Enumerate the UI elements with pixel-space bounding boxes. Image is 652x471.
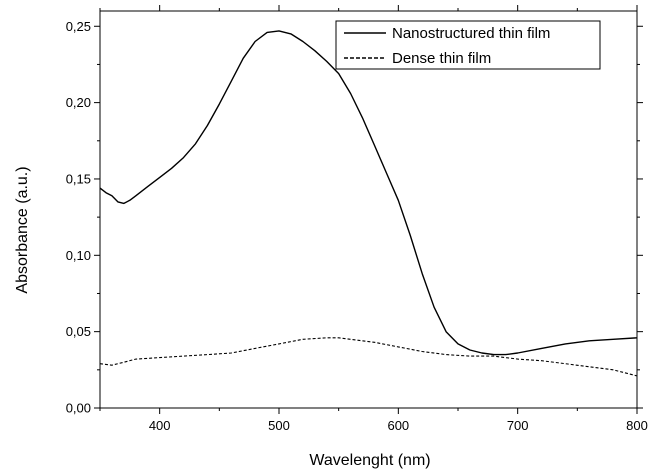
y-axis-title: Absorbance (a.u.) [14,166,31,293]
y-tick-label: 0,05 [66,324,91,339]
x-axis-ticks: 400 500 600 700 800 [99,5,648,433]
plot-area-border [99,10,638,409]
x-tick-label: 600 [387,418,409,433]
y-tick-label: 0,20 [66,95,91,110]
y-tick-label: 0,10 [66,248,91,263]
legend-box [335,20,601,70]
series-line-dense [99,337,638,377]
series-layer [99,30,638,377]
legend-label-nanostructured: Nanostructured thin film [392,25,550,42]
series-line-nanostructured [99,30,638,356]
x-axis-title: Wavelenght (nm) [309,452,430,469]
x-tick-label: 800 [626,418,648,433]
y-axis-ticks: 0,00 0,05 0,10 0,15 0,20 0,25 [66,19,643,416]
y-tick-label: 0,15 [66,171,91,186]
x-tick-label: 700 [507,418,529,433]
legend: Nanostructured thin film Dense thin film [335,20,601,70]
x-tick-label: 400 [149,418,171,433]
legend-label-dense: Dense thin film [392,50,491,67]
y-tick-label: 0,25 [66,19,91,34]
plot-frame [99,10,638,409]
x-tick-label: 500 [268,418,290,433]
y-tick-label: 0,00 [66,401,91,416]
